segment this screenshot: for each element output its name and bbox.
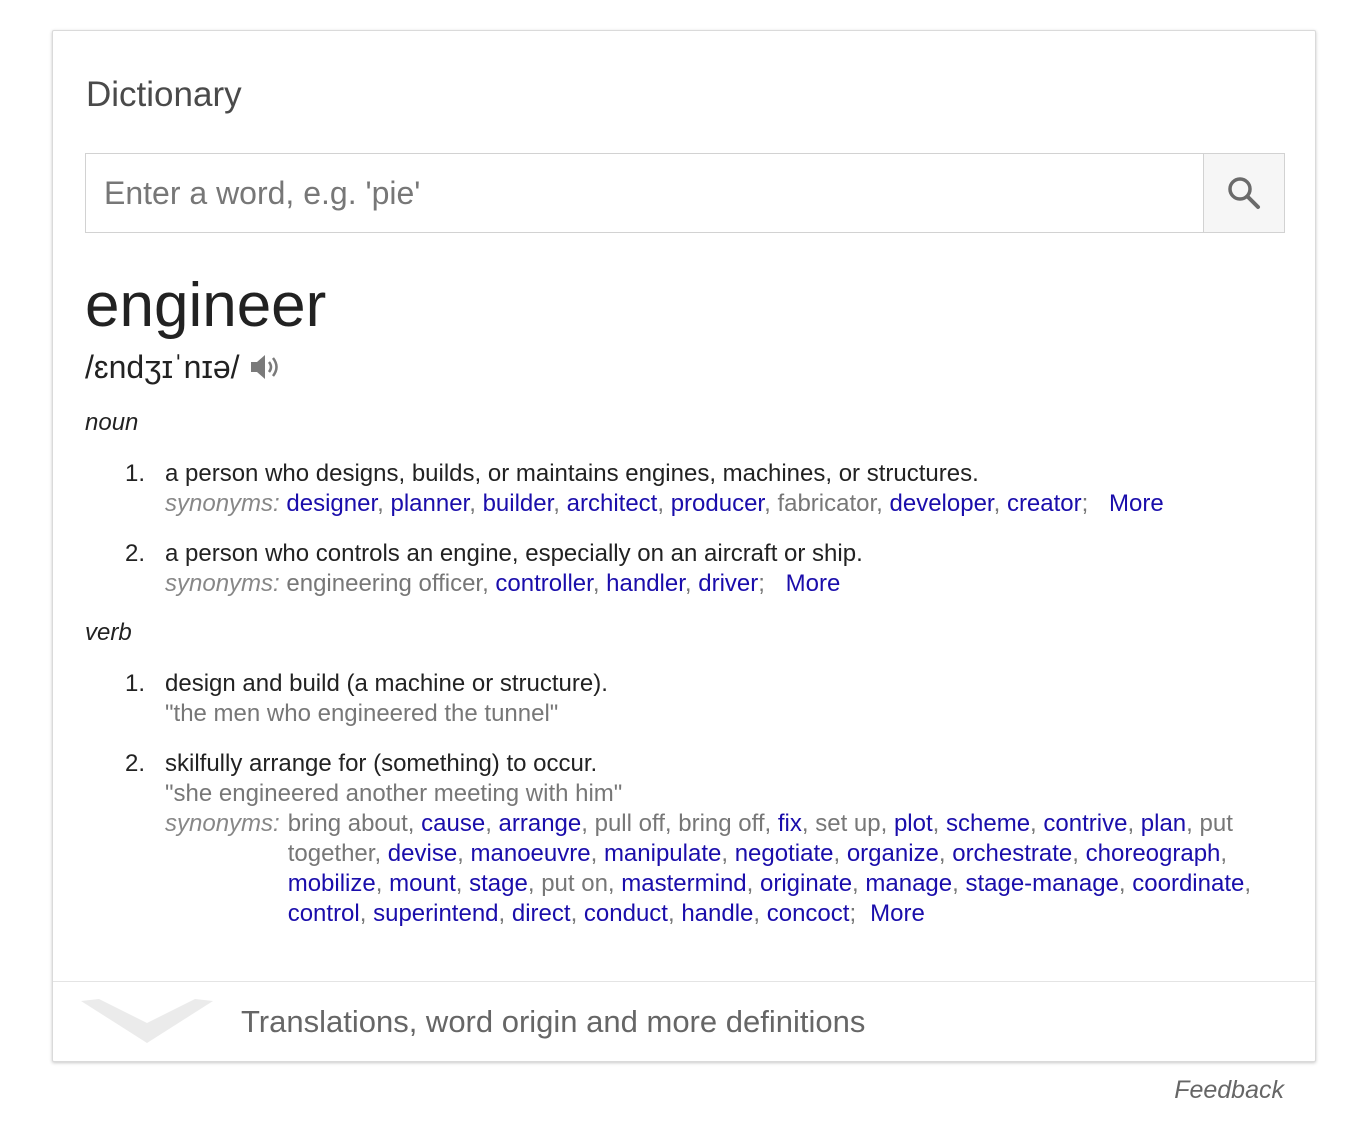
synonym-scheme[interactable]: scheme (946, 810, 1031, 837)
synonym-stage-manage[interactable]: stage-manage (965, 870, 1119, 897)
synonym-mobilize[interactable]: mobilize (287, 870, 376, 897)
more-definitions-label: Translations, word origin and more defin… (241, 1004, 866, 1039)
synonym-put-together: put together (287, 810, 1233, 867)
example-sentence: "the men who engineered the tunnel" (165, 700, 559, 727)
synonym-orchestrate[interactable]: orchestrate (952, 840, 1073, 867)
magnifier-icon (1228, 177, 1260, 209)
synonym-developer[interactable]: developer (889, 490, 994, 517)
synonym-pull-off: pull off (594, 810, 665, 837)
chevron-down-icon (81, 999, 213, 1043)
synonym-direct[interactable]: direct (511, 900, 571, 927)
synonym-architect[interactable]: architect (566, 490, 658, 517)
synonym-coordinate[interactable]: coordinate (1132, 870, 1245, 897)
pronunciation: /ɛndʒɪˈnɪə/ (85, 349, 240, 385)
synonym-contrive[interactable]: contrive (1043, 810, 1128, 837)
synonym-manipulate[interactable]: manipulate (603, 840, 722, 867)
synonym-manage[interactable]: manage (865, 870, 953, 897)
synonym-control[interactable]: control (287, 900, 360, 927)
synonym-controller[interactable]: controller (495, 570, 593, 597)
more-synonyms-link[interactable]: More (870, 900, 925, 927)
synonym-stage[interactable]: stage (469, 870, 528, 897)
search-button[interactable] (1203, 154, 1284, 232)
synonym-mount[interactable]: mount (389, 870, 456, 897)
more-definitions-expander[interactable]: Translations, word origin and more defin… (53, 982, 1315, 1062)
search-input[interactable] (86, 154, 1203, 232)
synonym-concoct[interactable]: concoct (766, 900, 850, 927)
verb-sense-2: 2. skilfully arrange for (something) to … (125, 749, 1295, 929)
definition: skilfully arrange for (something) to occ… (165, 750, 598, 777)
synonym-engineering-officer: engineering officer (286, 570, 483, 597)
synonym-choreograph[interactable]: choreograph (1085, 840, 1221, 867)
synonym-devise[interactable]: devise (387, 840, 458, 867)
synonym-arrange[interactable]: arrange (498, 810, 582, 837)
synonym-handle[interactable]: handle (681, 900, 754, 927)
synonym-creator[interactable]: creator (1006, 490, 1082, 517)
sense-number: 1. (125, 460, 146, 487)
headword: engineer (85, 271, 327, 340)
synonyms-label: synonyms: (165, 490, 280, 517)
pos-verb: verb (85, 619, 132, 646)
footer-divider (53, 981, 1315, 982)
more-synonyms-link[interactable]: More (1108, 490, 1164, 517)
dictionary-card: Dictionary engineer /ɛndʒɪˈnɪə/ noun 1. … (52, 30, 1316, 1062)
synonyms-label: synonyms: (165, 570, 280, 597)
synonym-driver[interactable]: driver (698, 570, 759, 597)
synonym-originate[interactable]: originate (759, 870, 853, 897)
synonym-bring-off: bring off (678, 810, 765, 837)
sense-number: 2. (125, 750, 146, 777)
synonym-conduct[interactable]: conduct (583, 900, 668, 927)
definition: a person who designs, builds, or maintai… (165, 460, 979, 487)
synonym-plan[interactable]: plan (1140, 810, 1187, 837)
synonym-fix[interactable]: fix (777, 810, 802, 837)
synonyms-row: synonyms: designer, planner, builder, ar… (165, 490, 1164, 517)
speaker-button[interactable] (248, 352, 282, 382)
pos-noun: noun (85, 409, 139, 436)
feedback-link[interactable]: Feedback (1174, 1076, 1284, 1104)
verb-sense-1: 1. design and build (a machine or struct… (125, 669, 1295, 729)
synonyms-label: synonyms: (165, 810, 280, 837)
example-sentence: "she engineered another meeting with him… (165, 780, 623, 807)
sense-number: 2. (125, 540, 146, 567)
synonyms-row: synonyms: bring about, cause, arrange, p… (165, 810, 1251, 927)
synonym-fabricator: fabricator (777, 490, 877, 517)
noun-sense-1: 1. a person who designs, builds, or main… (125, 459, 1295, 519)
synonym-bring-about: bring about (287, 810, 408, 837)
synonym-designer[interactable]: designer (286, 490, 378, 517)
synonym-producer[interactable]: producer (670, 490, 765, 517)
sense-number: 1. (125, 670, 146, 697)
synonym-cause[interactable]: cause (421, 810, 486, 837)
synonym-plot[interactable]: plot (893, 810, 933, 837)
synonyms-row: synonyms: engineering officer, controlle… (165, 570, 841, 597)
synonym-organize[interactable]: organize (846, 840, 939, 867)
speaker-icon (250, 355, 278, 379)
card-title: Dictionary (86, 75, 242, 114)
more-synonyms-link[interactable]: More (785, 570, 841, 597)
search-box (85, 153, 1285, 233)
synonym-negotiate[interactable]: negotiate (734, 840, 834, 867)
synonym-mastermind[interactable]: mastermind (621, 870, 747, 897)
synonym-builder[interactable]: builder (482, 490, 554, 517)
synonym-manoeuvre[interactable]: manoeuvre (470, 840, 591, 867)
synonym-set-up: set up (815, 810, 881, 837)
synonym-planner[interactable]: planner (390, 490, 470, 517)
definition: a person who controls an engine, especia… (165, 540, 863, 567)
noun-sense-2: 2. a person who controls an engine, espe… (125, 539, 1295, 599)
synonym-put-on: put on (541, 870, 608, 897)
synonym-superintend[interactable]: superintend (373, 900, 499, 927)
definition: design and build (a machine or structure… (165, 670, 608, 697)
pronunciation-row: /ɛndʒɪˈnɪə/ (85, 351, 282, 383)
synonym-handler[interactable]: handler (606, 570, 685, 597)
